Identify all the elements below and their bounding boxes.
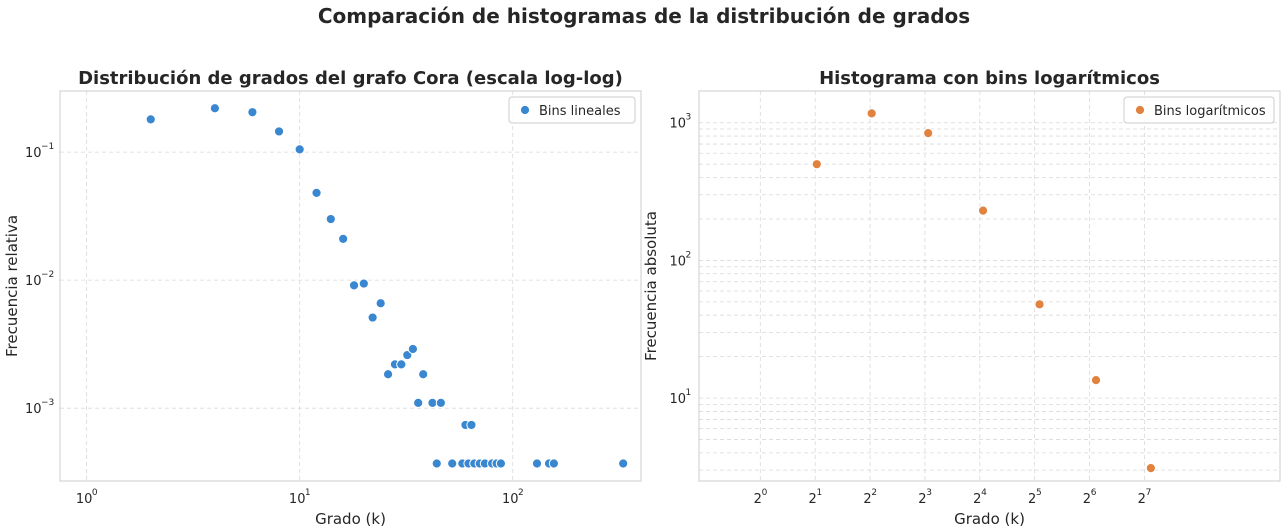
- panel2-point-0: [811, 159, 822, 170]
- panel2-xtick-2-exp: 2: [871, 488, 877, 498]
- panel2-point-5: [1090, 375, 1102, 386]
- panel2-legend-label: Bins logarítmicos: [1154, 104, 1266, 119]
- panel1-legend-label: Bins lineales: [539, 104, 621, 119]
- panel2-ytick-2-base: 10: [670, 392, 687, 407]
- panel1-point-5: [311, 187, 322, 199]
- panel1-ytick-0-exp: −1: [41, 142, 54, 152]
- panel1-point-20: [435, 397, 446, 408]
- panel2-xtick-4-exp: 4: [981, 488, 987, 498]
- panel1-ytick-1-exp: −2: [41, 270, 54, 280]
- panel2-xtick-7-base: 2: [1138, 492, 1146, 507]
- panel2-xtick-1-base: 2: [808, 492, 816, 507]
- panel2-title: Histograma con bins logarítmicos: [819, 68, 1160, 89]
- panel1-point-9: [358, 278, 369, 289]
- panel1-ytick-0-base: 10: [25, 146, 42, 161]
- panel1-point-35: [548, 458, 559, 469]
- panel1-legend-marker: [519, 104, 531, 116]
- panel1-xtick-2-exp: 2: [518, 488, 524, 498]
- panel1-point-8: [348, 280, 360, 291]
- panel2-xtick-4-base: 2: [973, 492, 981, 507]
- panel1-point-7: [338, 233, 349, 244]
- panel2-xtick-3-base: 2: [918, 492, 926, 507]
- panel2-xtick-6-base: 2: [1083, 492, 1091, 507]
- panel1-point-22: [466, 419, 477, 431]
- panel2-point-1: [866, 108, 877, 119]
- panel2-xtick-0-base: 2: [754, 492, 762, 507]
- panel1-point-1: [209, 103, 220, 114]
- panel1-point-18: [418, 369, 429, 380]
- panel1-ytick-1-base: 10: [25, 274, 42, 289]
- panel2-legend-marker: [1134, 104, 1146, 116]
- panel2-ytick-1-exp: 2: [686, 250, 692, 260]
- panel1-point-3: [273, 126, 285, 137]
- panel1-point-0: [145, 114, 156, 125]
- panel2-ytick-1-base: 10: [670, 254, 687, 269]
- panel2-ytick-0-base: 10: [670, 117, 687, 132]
- panel1-point-17: [413, 397, 424, 408]
- panel1-xtick-0-base: 10: [76, 492, 93, 507]
- panel1-point-32: [495, 458, 507, 469]
- panel2-xtick-6-exp: 6: [1091, 488, 1097, 498]
- panel1-point-36: [618, 458, 629, 469]
- panel2-xtick-3-exp: 3: [926, 488, 932, 498]
- panel2-xtick-5-base: 2: [1028, 492, 1036, 507]
- panel1-ylabel: Frecuencia relativa: [3, 215, 21, 357]
- panel2-point-4: [1034, 299, 1045, 310]
- panel2-frame: [698, 90, 1281, 482]
- panel1-ytick-2-base: 10: [25, 402, 42, 417]
- figure-suptitle: Comparación de histogramas de la distrib…: [317, 4, 971, 28]
- panel1-xtick-2-base: 10: [502, 492, 519, 507]
- panel1-point-4: [294, 144, 305, 155]
- panel1-title: Distribución de grados del grafo Cora (e…: [78, 68, 623, 89]
- panel2-xtick-0-exp: 0: [762, 488, 768, 498]
- panel1-xtick-1-exp: 1: [305, 488, 311, 498]
- panel2-xtick-2-base: 2: [863, 492, 871, 507]
- panel1-point-19: [427, 397, 438, 408]
- panel2-ylabel: Frecuencia absoluta: [642, 211, 660, 361]
- panel2-xtick-7-exp: 7: [1146, 488, 1152, 498]
- panel1-point-33: [531, 458, 543, 469]
- panel1-point-6: [325, 213, 336, 225]
- panel1-frame: [59, 90, 642, 482]
- panel1-point-24: [447, 458, 458, 469]
- panel1-point-10: [367, 312, 378, 323]
- panel1-point-14: [396, 359, 407, 370]
- panel1-point-23: [431, 458, 442, 469]
- panel1-xtick-1-base: 10: [289, 492, 306, 507]
- panel1-point-12: [382, 369, 394, 380]
- panel2-point-6: [1145, 463, 1156, 474]
- panel2-ytick-0-exp: 3: [686, 113, 692, 123]
- panel1-point-11: [375, 298, 386, 309]
- panel1-point-16: [407, 343, 419, 355]
- panel2-xlabel: Grado (k): [954, 510, 1025, 528]
- panel2-xtick-1-exp: 1: [816, 488, 822, 498]
- panel1-legend-box: [508, 96, 636, 124]
- panel1-point-2: [247, 107, 258, 118]
- panel1-xlabel: Grado (k): [315, 510, 386, 528]
- panel2-ytick-2-exp: 1: [686, 388, 692, 398]
- panel2-point-2: [923, 128, 934, 139]
- panel1-ytick-2-exp: −3: [41, 398, 54, 408]
- panel2-point-3: [977, 205, 989, 216]
- panel2-legend-box: [1123, 96, 1275, 124]
- panel2-xtick-5-exp: 5: [1036, 488, 1042, 498]
- panel1-xtick-0-exp: 0: [92, 488, 98, 498]
